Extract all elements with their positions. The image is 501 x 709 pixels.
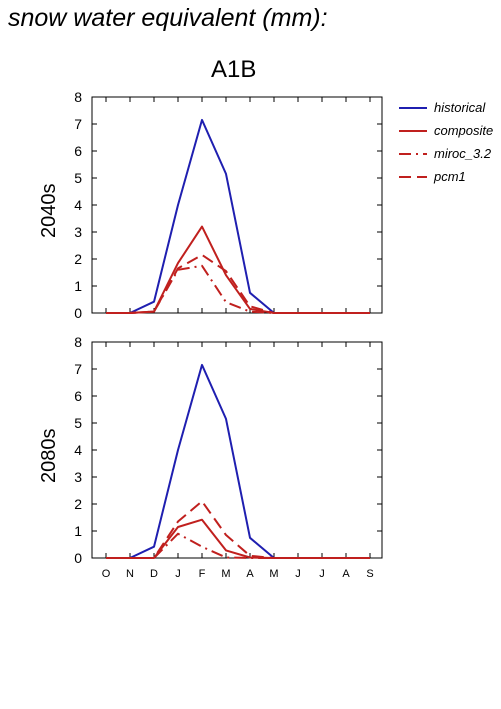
legend-label: composite <box>434 123 494 138</box>
legend-swatch <box>399 175 427 178</box>
x-tick-label: S <box>366 568 373 580</box>
x-tick-label: D <box>150 568 158 580</box>
y-tick-label: 3 <box>74 469 82 485</box>
legend-label: historical <box>434 100 486 115</box>
scenario-title: A1B <box>211 56 257 83</box>
y-tick-label: 1 <box>74 278 82 294</box>
series-line-pcm1 <box>106 253 370 314</box>
panel-2080s: 0 1 2 3 4 5 6 7 8 O N D J F M A M J J A S <box>74 334 383 580</box>
series-line-composite <box>106 518 370 559</box>
legend-swatch <box>399 129 427 132</box>
y-tick-label: 1 <box>74 523 82 539</box>
x-tick-label: M <box>269 568 278 580</box>
x-tick-label: N <box>126 568 134 580</box>
y-tick-label: 4 <box>74 442 82 458</box>
legend-item-miroc-3-2: miroc_3.2 <box>398 142 501 165</box>
y-tick-label: 7 <box>74 361 82 377</box>
legend-item-composite: composite <box>398 119 501 142</box>
legend-item-historical: historical <box>398 96 501 119</box>
legend-swatch <box>399 152 427 155</box>
x-tick-label: M <box>221 568 230 580</box>
x-tick-label: A <box>246 568 254 580</box>
x-tick-label: J <box>319 568 325 580</box>
series-line-composite <box>106 225 370 314</box>
legend-swatch <box>399 106 427 109</box>
series-line-historical <box>106 118 370 314</box>
x-tick-label: J <box>175 568 181 580</box>
x-tick-label: J <box>295 568 301 580</box>
y-tick-label: 0 <box>74 550 82 566</box>
y-tick-label: 6 <box>74 143 82 159</box>
y-tick-label: 3 <box>74 224 82 240</box>
y-tick-label: 2 <box>74 496 82 512</box>
legend: historical composite miroc_3.2 pcm1 <box>398 96 501 188</box>
legend-item-pcm1: pcm1 <box>398 165 501 188</box>
y-tick-label: 7 <box>74 116 82 132</box>
panel-2040s: 0 1 2 3 4 5 6 7 8 <box>74 89 383 321</box>
series-line-pcm1 <box>106 500 370 559</box>
series-line-historical <box>106 363 370 559</box>
y-tick-label: 4 <box>74 197 82 213</box>
y-tick-label: 8 <box>74 334 82 350</box>
legend-label: pcm1 <box>434 169 466 184</box>
y-tick-label: 5 <box>74 170 82 186</box>
y-tick-label: 2 <box>74 251 82 267</box>
plot-frame <box>91 96 383 314</box>
y-tick-label: 5 <box>74 415 82 431</box>
y-tick-label: 0 <box>74 305 82 321</box>
x-tick-label: O <box>102 568 111 580</box>
y-tick-label: 6 <box>74 388 82 404</box>
plot-frame <box>91 341 383 559</box>
page-title: snow water equivalent (mm): <box>8 4 328 32</box>
x-tick-label: A <box>342 568 350 580</box>
x-tick-label: F <box>199 568 206 580</box>
series-line-miroc-3-2 <box>106 532 370 559</box>
y-tick-label: 8 <box>74 89 82 105</box>
legend-label: miroc_3.2 <box>434 146 492 161</box>
